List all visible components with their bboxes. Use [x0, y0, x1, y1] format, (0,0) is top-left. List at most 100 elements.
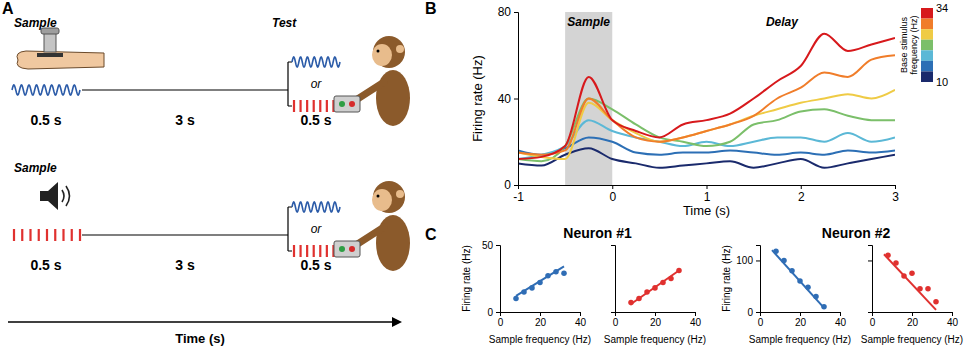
tick: 50 [482, 240, 500, 251]
monkey-eye [377, 195, 380, 198]
stimulus-pulses [294, 245, 340, 257]
tick-label: 40 [947, 317, 959, 328]
tick-label: 80 [498, 5, 512, 19]
stimulus-pulses [294, 100, 340, 112]
y-axis: 0 100 [736, 246, 760, 318]
sound-waves [62, 186, 70, 206]
point [561, 270, 567, 276]
delay-label: 3 s [175, 112, 195, 128]
monkey-body [376, 70, 410, 126]
or-label: or [311, 222, 323, 236]
y-axis: 0 50 [482, 240, 501, 318]
panel-label: C [425, 226, 437, 243]
tick: 0 [758, 312, 764, 328]
tick-label: 0 [487, 307, 493, 318]
x-axis: 02040 [613, 312, 702, 328]
figure: ABCSampleorTest0.5 s3 s0.5 sSampleor0.5 … [0, 0, 970, 349]
tick: 80 [498, 5, 518, 19]
tick-mark [611, 312, 615, 313]
monkey-ear [396, 190, 404, 198]
tick-label: 40 [575, 317, 587, 328]
series-line [518, 90, 895, 159]
y-axis-title: Firing rate (Hz) [721, 245, 732, 312]
y-axis: 0 40 80 [498, 5, 519, 192]
speaker-icon [40, 182, 58, 210]
tick: 20 [650, 312, 662, 328]
point [909, 271, 915, 277]
tick-mark [895, 185, 896, 189]
delay-line [82, 89, 288, 90]
window-label: Sample [567, 15, 610, 29]
chart-c: 02040Sample frequency (Hz) [604, 246, 706, 346]
button-green [339, 101, 345, 107]
monkey-face [372, 44, 392, 66]
monkey-ear [396, 45, 404, 53]
tick: 0 [504, 178, 518, 192]
y-axis [611, 246, 616, 313]
tick: 0 [498, 312, 504, 328]
monkey-body [376, 215, 410, 271]
tick: 40 [835, 312, 847, 328]
x-axis-title: Sample frequency (Hz) [489, 334, 591, 345]
tick: 3 [892, 185, 899, 204]
tick: 0 [747, 307, 760, 318]
axis-line [501, 313, 581, 317]
duration-label: 0.5 s [30, 112, 61, 128]
colorbar-tick-label: 10 [936, 76, 948, 88]
tick-label: 50 [482, 240, 494, 251]
duration-label: 0.5 s [30, 257, 61, 273]
y-axis [868, 246, 873, 313]
tick: 40 [575, 312, 587, 328]
fit-line [516, 266, 564, 295]
delay-line [82, 234, 288, 235]
chart-c: 02040Sample frequency (Hz) [861, 246, 963, 346]
axis-line [761, 313, 841, 317]
test-bracket [288, 207, 292, 251]
stimulus-flutter [292, 202, 340, 212]
tick-mark [514, 99, 518, 100]
tick-label: 20 [795, 317, 807, 328]
panel-label: A [2, 0, 14, 17]
response-box [334, 96, 360, 112]
duration-label: 0.5 s [300, 112, 331, 128]
x-axis-title: Sample frequency (Hz) [861, 334, 963, 345]
tick-mark [496, 245, 500, 246]
fit-line [772, 250, 824, 308]
tick [611, 312, 615, 313]
tick: 0 [613, 312, 619, 328]
axis-line [873, 313, 953, 317]
delay-label: 3 s [175, 257, 195, 273]
y-axis-title: Firing rate (Hz) [470, 55, 485, 142]
tick [611, 245, 615, 246]
panel-label: B [425, 0, 437, 17]
tick-label: -1 [513, 190, 524, 204]
tick-mark [580, 312, 581, 316]
x-axis-title: Time (s) [683, 203, 730, 218]
tick: 100 [736, 255, 760, 266]
monkey-head [373, 36, 405, 68]
tick [868, 260, 872, 261]
tick-mark [868, 260, 872, 261]
or-label: or [311, 77, 323, 91]
tick: 20 [535, 312, 547, 328]
response-box [334, 241, 360, 257]
x-axis-title: Sample frequency (Hz) [749, 334, 851, 345]
button-red [349, 246, 355, 252]
axis-line [496, 246, 501, 313]
stimulus-pulses [14, 229, 80, 241]
tick-mark [756, 260, 760, 261]
duration-label: 0.5 s [300, 257, 331, 273]
test-bracket [288, 62, 292, 106]
axis-line [611, 246, 616, 313]
plot-area [518, 12, 895, 185]
diagram: SampleorTest0.5 s3 s0.5 sSampleor0.5 s3 … [8, 16, 410, 346]
tick-mark [695, 312, 696, 316]
colorbar-tick-label: 34 [936, 2, 948, 14]
tick-label: 40 [498, 92, 512, 106]
chart-title: Neuron #1 [563, 225, 632, 241]
time-label: Time (s) [175, 331, 225, 346]
test-label: Test [272, 16, 297, 30]
plot-area [772, 248, 827, 309]
tick-mark [612, 185, 613, 189]
tick-label: 0 [609, 190, 616, 204]
